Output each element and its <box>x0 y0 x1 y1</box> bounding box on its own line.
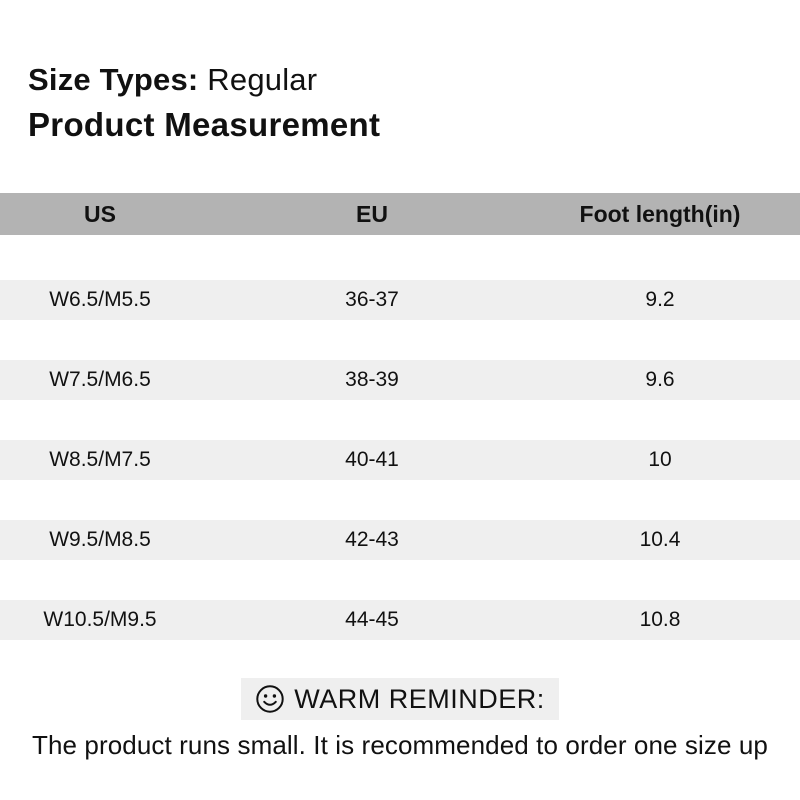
size-types-heading: Size Types: Regular <box>28 62 317 98</box>
cell-eu: 42-43 <box>345 528 399 551</box>
cell-us: W6.5/M5.5 <box>49 288 151 311</box>
size-types-label: Size Types: <box>28 62 199 97</box>
table-row: W8.5/M7.5 40-41 10 <box>0 440 800 480</box>
cell-us: W8.5/M7.5 <box>49 448 151 471</box>
sizing-note: The product runs small. It is recommende… <box>32 730 768 760</box>
column-header-foot-length: Foot length(in) <box>579 201 741 227</box>
cell-foot-length: 9.6 <box>645 368 675 391</box>
table-header-row: US EU Foot length(in) <box>0 193 800 235</box>
table-row: W9.5/M8.5 42-43 10.4 <box>0 520 800 560</box>
warm-reminder-band: WARM REMINDER: <box>241 678 559 720</box>
table-row: W6.5/M5.5 36-37 9.2 <box>0 280 800 320</box>
cell-foot-length: 10 <box>648 448 672 471</box>
smiley-face-icon <box>255 684 285 714</box>
warm-reminder-section: WARM REMINDER: <box>0 678 800 720</box>
cell-us: W9.5/M8.5 <box>49 528 151 551</box>
cell-eu: 36-37 <box>345 288 399 311</box>
table-row: W10.5/M9.5 44-45 10.8 <box>0 600 800 640</box>
cell-eu: 44-45 <box>345 608 399 631</box>
table-row: W7.5/M6.5 38-39 9.6 <box>0 360 800 400</box>
size-table: US EU Foot length(in) W6.5/M5.5 36-37 9.… <box>0 193 800 640</box>
cell-eu: 40-41 <box>345 448 399 471</box>
cell-foot-length: 10.4 <box>639 528 681 551</box>
warm-reminder-title: WARM REMINDER: <box>294 683 545 714</box>
cell-us: W7.5/M6.5 <box>49 368 151 391</box>
cell-eu: 38-39 <box>345 368 399 391</box>
page-title: Product Measurement <box>28 106 381 143</box>
cell-us: W10.5/M9.5 <box>43 608 157 631</box>
column-header-eu: EU <box>356 201 388 227</box>
cell-foot-length: 10.8 <box>639 608 681 631</box>
cell-foot-length: 9.2 <box>645 288 675 311</box>
size-types-value: Regular <box>207 62 318 97</box>
column-header-us: US <box>84 201 116 227</box>
